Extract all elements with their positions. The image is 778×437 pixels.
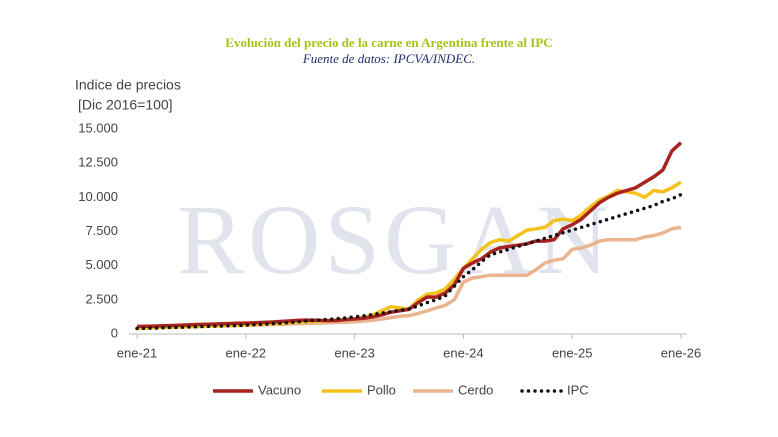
x-tick-label: ene-24 <box>443 345 483 360</box>
y-tick-label: 2.500 <box>85 291 118 306</box>
x-tick-label: ene-25 <box>552 345 592 360</box>
y-tick-label: 15.000 <box>78 120 118 135</box>
series-line <box>135 192 683 331</box>
y-axis-label: [Dic 2016=100] <box>78 97 173 113</box>
y-tick-label: 10.000 <box>78 189 118 204</box>
y-tick-label: 5.000 <box>85 257 118 272</box>
chart-title: Evolución del precio de la carne en Arge… <box>225 35 552 50</box>
y-axis-label: Indice de precios <box>75 77 181 93</box>
legend-label: IPC <box>567 382 589 397</box>
x-tick-label: ene-22 <box>226 345 266 360</box>
legend-label: Cerdo <box>458 382 493 397</box>
x-tick-label: ene-23 <box>334 345 374 360</box>
chart-subtitle: Fuente de datos: IPCVA/INDEC. <box>302 51 475 66</box>
y-tick-label: 12.500 <box>78 155 118 170</box>
y-tick-label: 0 <box>111 325 118 340</box>
legend-label: Pollo <box>367 382 396 397</box>
y-tick-label: 7.500 <box>85 223 118 238</box>
legend-label: Vacuno <box>258 382 301 397</box>
x-tick-label: ene-21 <box>117 345 157 360</box>
x-tick-label: ene-26 <box>661 345 701 360</box>
